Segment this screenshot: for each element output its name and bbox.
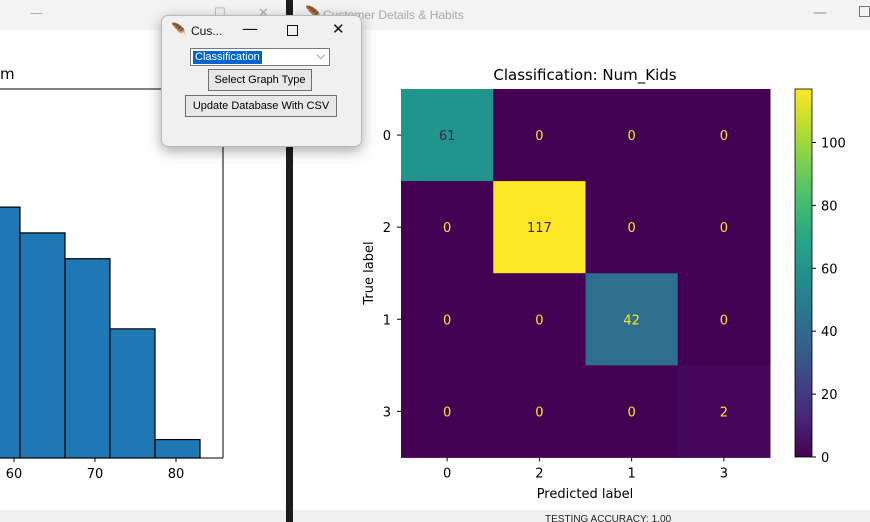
select-graph-type-button[interactable]: Select Graph Type bbox=[208, 69, 312, 91]
matrix-cell-value: 0 bbox=[535, 313, 543, 328]
histogram-window-minimize-icon[interactable]: — bbox=[30, 6, 43, 21]
y-tick-label: 0 bbox=[383, 129, 391, 144]
histogram-bar bbox=[0, 206, 21, 459]
minimize-icon[interactable]: — bbox=[242, 19, 258, 38]
matrix-cell bbox=[677, 181, 771, 274]
matrix-cell bbox=[585, 273, 679, 366]
confusion-matrix-chart: Classification: Num_Kids 61 0 0 0 0 117 0 0 0 0 42… bbox=[362, 66, 846, 502]
matrix-cell-value: 0 bbox=[443, 221, 451, 236]
histogram-status-bar bbox=[0, 510, 286, 522]
update-database-button[interactable]: Update Database With CSV bbox=[185, 95, 337, 117]
customer-details-titlebar[interactable]: 🪶 Customer Details & Habits — bbox=[293, 0, 870, 30]
matrix-cell bbox=[585, 365, 679, 458]
matrix-cell-value: 0 bbox=[627, 129, 635, 144]
matrix-cell bbox=[585, 89, 679, 182]
matrix-cell bbox=[401, 181, 494, 274]
matrix-cell-value: 61 bbox=[439, 129, 456, 144]
matrix-cell bbox=[401, 273, 494, 366]
x-tick-label: 3 bbox=[720, 466, 728, 481]
customer-details-status-bar bbox=[293, 510, 870, 522]
x-axis-label: Predicted label bbox=[537, 487, 634, 502]
histogram-xtick-label: 70 bbox=[87, 467, 104, 482]
matrix-cell bbox=[677, 365, 771, 458]
colorbar bbox=[794, 88, 813, 458]
matrix-cell-value: 117 bbox=[527, 221, 552, 236]
matrix-cell bbox=[677, 89, 771, 182]
matrix-cell-value: 0 bbox=[627, 405, 635, 420]
colorbar-tick-label: 20 bbox=[821, 388, 838, 403]
window-divider bbox=[286, 0, 293, 522]
matrix-cell-value: 0 bbox=[535, 405, 543, 420]
y-tick-label: 1 bbox=[383, 313, 391, 328]
chevron-down-icon[interactable]: ⌵ bbox=[316, 49, 325, 62]
matrix-cell-value: 0 bbox=[720, 129, 728, 144]
histogram-xtick-label: 80 bbox=[168, 467, 185, 482]
histogram-title-fragment: m bbox=[0, 65, 15, 83]
matrix-cell bbox=[677, 273, 771, 366]
x-tick-label: 0 bbox=[443, 466, 451, 481]
colorbar-tick-label: 80 bbox=[821, 199, 838, 214]
testing-accuracy-label: TESTING ACCURACY: 1.00 bbox=[545, 514, 672, 522]
x-tick-label: 2 bbox=[535, 466, 543, 481]
graph-type-select-value: Classification bbox=[193, 51, 262, 64]
feather-icon: 🪶 bbox=[171, 23, 188, 38]
matrix-cell-value: 0 bbox=[720, 313, 728, 328]
y-tick-label: 2 bbox=[383, 221, 391, 236]
control-popup-titlebar[interactable]: 🪶 Cus... — ✕ bbox=[162, 16, 361, 46]
matrix-cell-value: 0 bbox=[535, 129, 543, 144]
confusion-matrix-title: Classification: Num_Kids bbox=[493, 66, 676, 85]
customer-details-window: 🪶 Customer Details & Habits — Classifica… bbox=[293, 0, 870, 522]
matrix-cell-value: 0 bbox=[443, 313, 451, 328]
matrix-cell-value: 0 bbox=[627, 221, 635, 236]
histogram-bar bbox=[109, 328, 156, 459]
colorbar-tick-label: 0 bbox=[821, 451, 829, 466]
matrix-cell-value: 0 bbox=[443, 405, 451, 420]
matrix-cell-value: 0 bbox=[720, 221, 728, 236]
colorbar-tick-label: 60 bbox=[821, 262, 838, 277]
customer-details-maximize-icon[interactable] bbox=[859, 6, 870, 17]
histogram-window-maximize-icon[interactable]: ☐ bbox=[214, 6, 226, 21]
histogram-xtick-label: 60 bbox=[6, 467, 23, 482]
matrix-cell bbox=[401, 365, 494, 458]
maximize-icon[interactable] bbox=[287, 25, 298, 36]
matrix-cell-value: 2 bbox=[720, 405, 728, 420]
histogram-bar bbox=[64, 258, 111, 459]
matrix-cell bbox=[401, 89, 494, 182]
matrix-cell-value: 42 bbox=[623, 313, 640, 328]
customer-details-minimize-icon[interactable]: — bbox=[813, 5, 827, 21]
histogram-bar bbox=[154, 438, 201, 459]
control-popup-title: Cus... bbox=[191, 24, 223, 38]
graph-type-select[interactable]: Classification ⌵ bbox=[190, 48, 330, 66]
control-popup-window: 🪶 Cus... — ✕ Classification ⌵ Select Gra… bbox=[161, 15, 362, 147]
matrix-cell bbox=[493, 365, 586, 458]
y-tick-label: 3 bbox=[383, 405, 391, 420]
matrix-cell bbox=[493, 181, 586, 274]
colorbar-tick-label: 100 bbox=[821, 136, 846, 151]
histogram-chart: 60 70 80 m bbox=[0, 65, 224, 482]
matrix-cell bbox=[493, 273, 586, 366]
histogram-bar bbox=[19, 232, 66, 459]
close-icon[interactable]: ✕ bbox=[332, 20, 345, 38]
x-tick-label: 1 bbox=[627, 466, 635, 481]
matrix-cell bbox=[585, 181, 679, 274]
histogram-window-close-icon[interactable]: ✕ bbox=[258, 6, 269, 21]
colorbar-tick-label: 40 bbox=[821, 325, 838, 340]
matrix-cell bbox=[493, 89, 586, 182]
y-axis-label: True label bbox=[362, 241, 377, 305]
